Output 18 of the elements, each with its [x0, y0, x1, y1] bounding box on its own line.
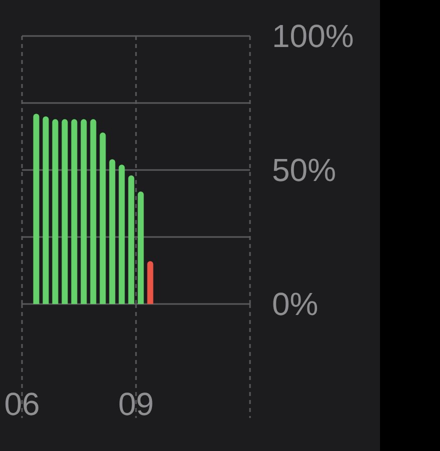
bar [80, 119, 87, 304]
bar [138, 191, 144, 304]
bar [90, 119, 96, 304]
bar [62, 119, 68, 304]
bar [71, 119, 78, 304]
bar [109, 159, 116, 304]
x-tick-label: 06 [4, 386, 40, 422]
bar [128, 175, 134, 304]
x-tick-label: 09 [118, 386, 154, 422]
bar [42, 116, 49, 304]
bar [147, 261, 154, 304]
y-tick-label: 0% [272, 286, 318, 322]
bar [52, 119, 58, 304]
bar [100, 132, 106, 304]
y-tick-label: 100% [272, 18, 354, 54]
bar [33, 114, 40, 304]
bar [118, 164, 125, 304]
y-tick-label: 50% [272, 152, 336, 188]
